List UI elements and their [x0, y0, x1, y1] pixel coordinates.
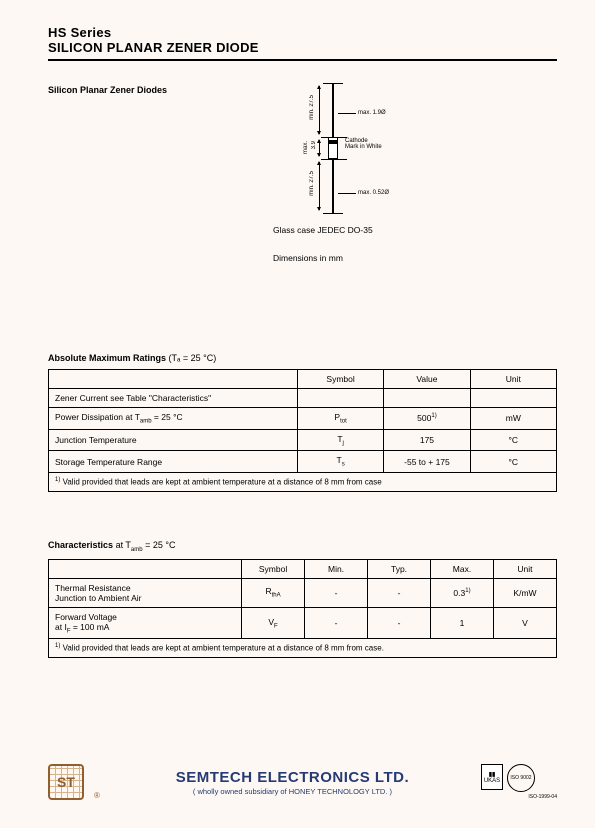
dim-body-max: max. — [303, 141, 309, 154]
ukas-badge-top: ▮▮ — [489, 771, 496, 778]
ratings-table: Symbol Value Unit Zener Current see Tabl… — [48, 369, 557, 492]
cathode-note: Cathode Mark in White — [345, 138, 382, 150]
ratings-r2-label: Junction Temperature — [49, 429, 298, 451]
ratings-r1-unit: mW — [470, 408, 556, 430]
iso-number: ISO-1999-04 — [507, 794, 557, 800]
package-diagram: min. 27.5 max. 3.9 min. 27.5 max. 1.9Ø C… — [273, 83, 423, 213]
table-footnote-row: 1) Valid provided that leads are kept at… — [49, 639, 557, 658]
dim-lead-bottom: min. 27.5 — [309, 171, 315, 196]
char-r1-symbol: VF — [242, 607, 305, 639]
ratings-r1-symbol: Ptot — [297, 408, 383, 430]
char-r0-typ: - — [368, 578, 431, 607]
ukas-badge-icon: ▮▮ UKAS — [481, 764, 503, 790]
diagram-caption-2: Dimensions in mm — [273, 253, 557, 263]
char-r1-typ: - — [368, 607, 431, 639]
ratings-r1-value: 5001) — [384, 408, 470, 430]
diagram-caption-1: Glass case JEDEC DO-35 — [273, 225, 557, 235]
char-heading-cond: at Tamb = 25 °C — [116, 540, 176, 550]
char-heading-text: Characteristics — [48, 540, 113, 550]
ratings-footnote: Valid provided that leads are kept at am… — [63, 478, 382, 487]
dim-lead-diam: max. 0.52Ø — [358, 190, 389, 196]
ratings-r3-symbol: Ts — [297, 451, 383, 473]
dim-lead-top: min. 27.5 — [309, 95, 315, 120]
ratings-col-value: Value — [384, 370, 470, 389]
dim-max-diam: max. 1.9Ø — [358, 110, 386, 116]
table-row: Power Dissipation at Tamb = 25 °C Ptot 5… — [49, 408, 557, 430]
char-col-max: Max. — [431, 559, 494, 578]
ukas-badge-bottom: UKAS — [484, 778, 500, 784]
ratings-col-symbol: Symbol — [297, 370, 383, 389]
char-r0-symbol: RthA — [242, 578, 305, 607]
ratings-r3-value: -55 to + 175 — [384, 451, 470, 473]
characteristics-heading: Characteristics at Tamb = 25 °C — [48, 540, 557, 553]
table-row: Thermal ResistanceJunction to Ambient Ai… — [49, 578, 557, 607]
ratings-heading: Absolute Maximum Ratings (Tₐ = 25 °C) — [48, 353, 557, 363]
ratings-col-unit: Unit — [470, 370, 556, 389]
table-row: Junction Temperature Tj 175 °C — [49, 429, 557, 451]
char-col-unit: Unit — [493, 559, 556, 578]
char-r1-label: Forward Voltageat IF = 100 mA — [49, 607, 242, 639]
dim-body-val: 3.9 — [311, 141, 317, 149]
char-footnote: Valid provided that leads are kept at am… — [63, 644, 384, 653]
ratings-r0-label: Zener Current see Table "Characteristics… — [49, 389, 298, 408]
company-subsidiary: ( wholly owned subsidiary of HONEY TECHN… — [114, 787, 471, 796]
ratings-r1-label: Power Dissipation at Tamb = 25 °C — [49, 408, 298, 430]
semtech-logo-icon: ST — [48, 764, 84, 800]
char-r0-label: Thermal ResistanceJunction to Ambient Ai… — [49, 578, 242, 607]
table-row: Zener Current see Table "Characteristics… — [49, 389, 557, 408]
char-r1-max: 1 — [431, 607, 494, 639]
ratings-r2-value: 175 — [384, 429, 470, 451]
char-col-symbol: Symbol — [242, 559, 305, 578]
ratings-r2-unit: °C — [470, 429, 556, 451]
char-col-min: Min. — [305, 559, 368, 578]
ratings-r3-unit: °C — [470, 451, 556, 473]
page-title: SILICON PLANAR ZENER DIODE — [48, 40, 557, 61]
characteristics-table: Symbol Min. Typ. Max. Unit Thermal Resis… — [48, 559, 557, 658]
char-r1-unit: V — [493, 607, 556, 639]
iso-badge-text: ISO 9002 — [510, 776, 531, 781]
registered-mark: ® — [94, 791, 100, 800]
series-name: HS Series — [48, 25, 557, 40]
company-name: SEMTECH ELECTRONICS LTD. — [114, 769, 471, 786]
char-r0-max: 0.31) — [431, 578, 494, 607]
table-row: Forward Voltageat IF = 100 mA VF - - 1 V — [49, 607, 557, 639]
char-col-typ: Typ. — [368, 559, 431, 578]
char-r0-min: - — [305, 578, 368, 607]
char-r1-min: - — [305, 607, 368, 639]
top-section: Silicon Planar Zener Diodes min. 27.5 — [48, 83, 557, 263]
ratings-heading-text: Absolute Maximum Ratings — [48, 353, 166, 363]
ratings-r2-symbol: Tj — [297, 429, 383, 451]
sub-heading: Silicon Planar Zener Diodes — [48, 85, 263, 95]
ratings-heading-cond: (Tₐ = 25 °C) — [169, 353, 217, 363]
ratings-r3-label: Storage Temperature Range — [49, 451, 298, 473]
table-row: Storage Temperature Range Ts -55 to + 17… — [49, 451, 557, 473]
char-r0-unit: K/mW — [493, 578, 556, 607]
page-footer: ST ® SEMTECH ELECTRONICS LTD. ( wholly o… — [48, 764, 557, 800]
iso-badge-icon: ISO 9002 — [507, 764, 535, 792]
table-footnote-row: 1) Valid provided that leads are kept at… — [49, 473, 557, 492]
